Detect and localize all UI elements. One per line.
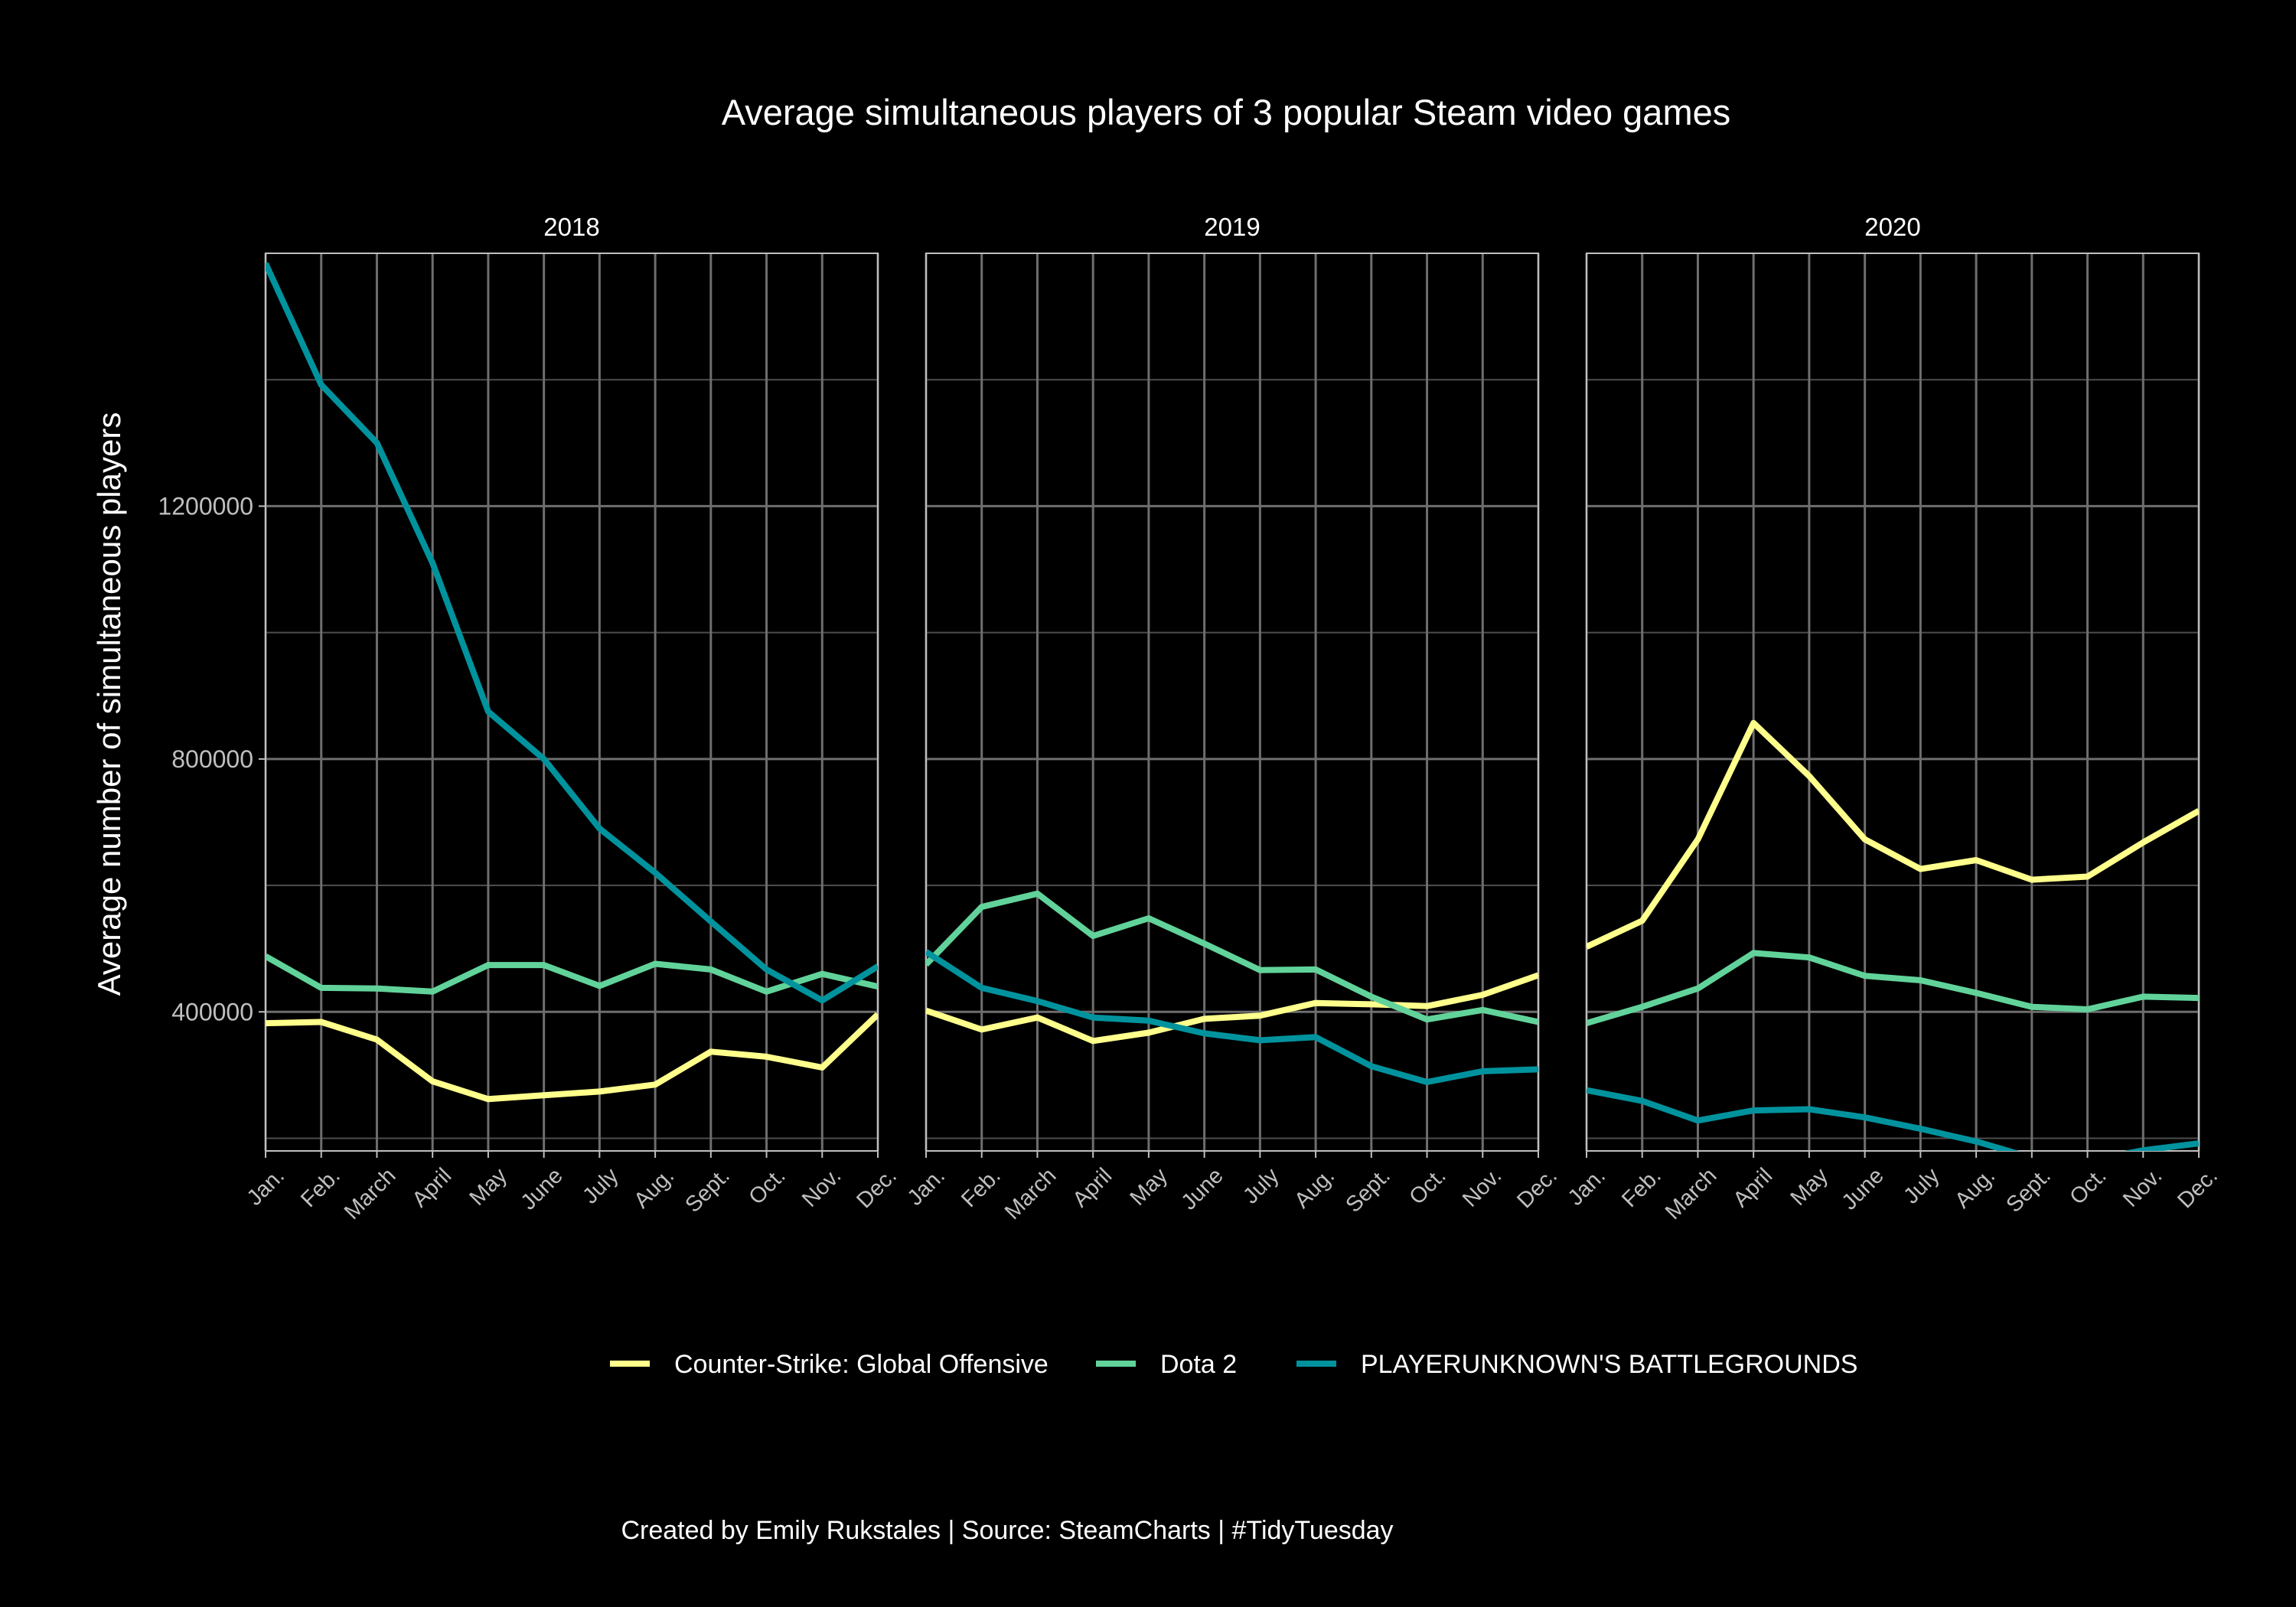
- panel-strip-label: 2018: [543, 213, 599, 241]
- y-tick-label: 1200000: [158, 492, 253, 520]
- series-lines: [1587, 719, 2199, 1151]
- y-tick-label: 400000: [171, 998, 253, 1025]
- panel-border: [925, 253, 1539, 1152]
- y-axis-label: Average number of simultaneous players: [91, 412, 127, 996]
- series-line-dota-2: [926, 890, 1538, 1025]
- series-line-playerunknown-s-battlegrounds: [926, 949, 1538, 1085]
- series-line-playerunknown-s-battlegrounds: [266, 262, 878, 1004]
- legend-item: Dota 2: [1096, 1350, 1237, 1379]
- y-tick-label: 800000: [171, 745, 253, 773]
- series-line-counter-strike-global-offensive: [266, 1012, 878, 1103]
- panel-strip-label: 2019: [1204, 213, 1260, 241]
- series-line-counter-strike-global-offensive: [926, 972, 1538, 1045]
- caption: Created by Emily Rukstales | Source: Ste…: [621, 1516, 1393, 1545]
- legend-label: PLAYERUNKNOWN'S BATTLEGROUNDS: [1361, 1350, 1857, 1379]
- legend: Counter-Strike: Global Offensive Dota 2 PL…: [610, 1350, 1857, 1379]
- legend-item: PLAYERUNKNOWN'S BATTLEGROUNDS: [1296, 1350, 1857, 1379]
- series-lines: [266, 262, 878, 1103]
- legend-label: Counter-Strike: Global Offensive: [674, 1350, 1049, 1379]
- series-line-counter-strike-global-offensive: [1587, 719, 2199, 950]
- panel-border: [265, 253, 879, 1152]
- chart-title: Average simultaneous players of 3 popula…: [722, 92, 1731, 132]
- legend-item: Counter-Strike: Global Offensive: [610, 1350, 1049, 1379]
- series-line-dota-2: [1587, 950, 2199, 1026]
- panel-border: [1586, 253, 2200, 1152]
- series-line-playerunknown-s-battlegrounds: [1587, 1087, 2199, 1151]
- legend-label: Dota 2: [1160, 1350, 1237, 1379]
- series-lines: [926, 890, 1538, 1085]
- panel-strip-label: 2020: [1864, 213, 1920, 241]
- series-line-dota-2: [266, 953, 878, 995]
